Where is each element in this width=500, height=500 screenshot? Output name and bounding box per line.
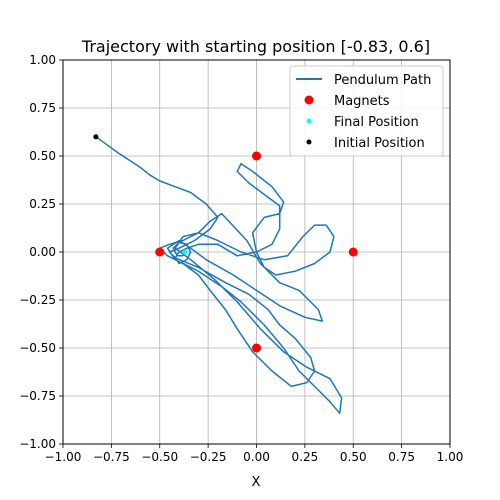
initial-position-point: [93, 134, 99, 140]
y-tick-label: −0.50: [19, 341, 56, 355]
x-tick-label: −0.75: [93, 450, 130, 464]
magnets-point: [252, 343, 261, 353]
legend-swatch-final-position: [306, 118, 312, 124]
y-tick-label: 0.50: [29, 149, 56, 163]
y-tick-label: −0.75: [19, 389, 56, 403]
x-tick-label: −1.00: [45, 450, 82, 464]
x-tick-label: 0.25: [292, 450, 319, 464]
y-tick-label: −0.25: [19, 293, 56, 307]
y-axis-label: Y: [0, 248, 4, 257]
legend: Pendulum Path Magnets Final Position Initia…: [289, 65, 444, 157]
chart-title: Trajectory with starting position [-0.83…: [81, 37, 430, 56]
legend-label-final-position: Final Position: [334, 115, 419, 130]
plot-series: [93, 134, 358, 415]
x-tick-label: −0.50: [141, 450, 178, 464]
magnets-point: [252, 151, 261, 161]
axis-ticks: −1.00 −0.75 −0.50 −0.25 0.00 0.25 0.50 0.75 1.00…: [19, 53, 463, 464]
legend-label-initial-position: Initial Position: [334, 136, 425, 151]
x-tick-label: −0.25: [190, 450, 227, 464]
final-position-point: [182, 249, 188, 255]
pendulum-path-line: [95, 136, 343, 415]
x-tick-label: 0.50: [340, 450, 367, 464]
legend-label-pendulum-path: Pendulum Path: [334, 73, 431, 88]
legend-label-magnets: Magnets: [334, 94, 390, 109]
x-tick-label: 1.00: [437, 450, 464, 464]
legend-swatch-initial-position: [306, 139, 312, 145]
y-tick-label: −1.00: [19, 437, 56, 451]
y-tick-label: 0.00: [29, 245, 56, 259]
y-tick-label: 1.00: [29, 53, 56, 67]
x-tick-label: 0.75: [388, 450, 415, 464]
y-tick-label: 0.75: [29, 101, 56, 115]
legend-box: [289, 65, 444, 157]
legend-swatch-magnets: [304, 95, 314, 105]
x-tick-label: 0.00: [243, 450, 270, 464]
magnets-point: [348, 247, 358, 257]
x-axis-label: X: [252, 475, 261, 490]
y-tick-label: 0.25: [29, 197, 56, 211]
magnets-point: [155, 247, 165, 257]
